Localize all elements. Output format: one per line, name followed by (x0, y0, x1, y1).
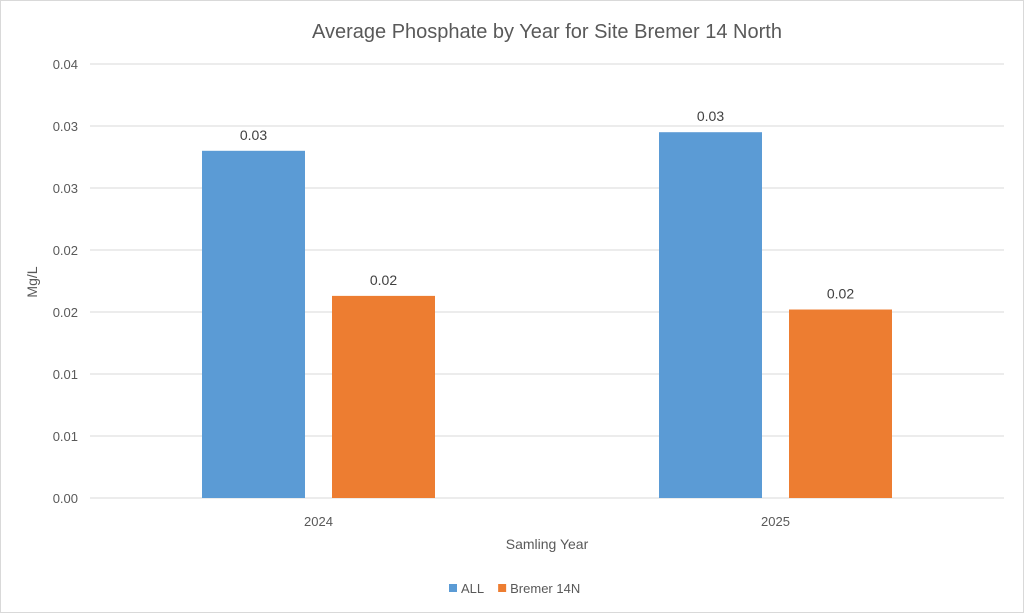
x-tick-label: 2025 (761, 514, 790, 529)
y-tick-label: 0.02 (53, 243, 78, 258)
bar (659, 132, 762, 498)
y-tick-label: 0.01 (53, 367, 78, 382)
y-tick-label: 0.03 (53, 181, 78, 196)
y-axis-ticks: 0.00 0.01 0.01 0.02 0.02 0.03 0.03 0.04 (53, 57, 78, 506)
x-axis-label: Samling Year (506, 536, 589, 552)
legend-entry: Bremer 14N (510, 581, 580, 596)
data-labels: 0.03 0.02 0.03 0.02 (240, 108, 854, 301)
bars (202, 132, 892, 499)
data-label: 0.02 (827, 286, 854, 302)
x-axis-ticks: 2024 2025 (304, 514, 790, 529)
y-tick-label: 0.04 (53, 57, 78, 72)
x-tick-label: 2024 (304, 514, 333, 529)
legend-swatch (449, 584, 457, 592)
bar (789, 309, 892, 498)
data-label: 0.03 (697, 108, 724, 124)
legend: ALL Bremer 14N (449, 581, 580, 596)
y-tick-label: 0.02 (53, 305, 78, 320)
data-label: 0.03 (240, 127, 267, 143)
chart-title: Average Phosphate by Year for Site Breme… (312, 21, 782, 43)
y-axis-label: Mg/L (24, 266, 40, 297)
bar (202, 150, 305, 499)
legend-swatch (498, 584, 507, 592)
bar (332, 295, 435, 498)
data-label: 0.02 (370, 272, 397, 288)
y-tick-label: 0.03 (53, 119, 78, 134)
legend-entry: ALL (461, 581, 484, 596)
y-tick-label: 0.01 (53, 429, 78, 444)
y-tick-label: 0.00 (53, 491, 78, 506)
